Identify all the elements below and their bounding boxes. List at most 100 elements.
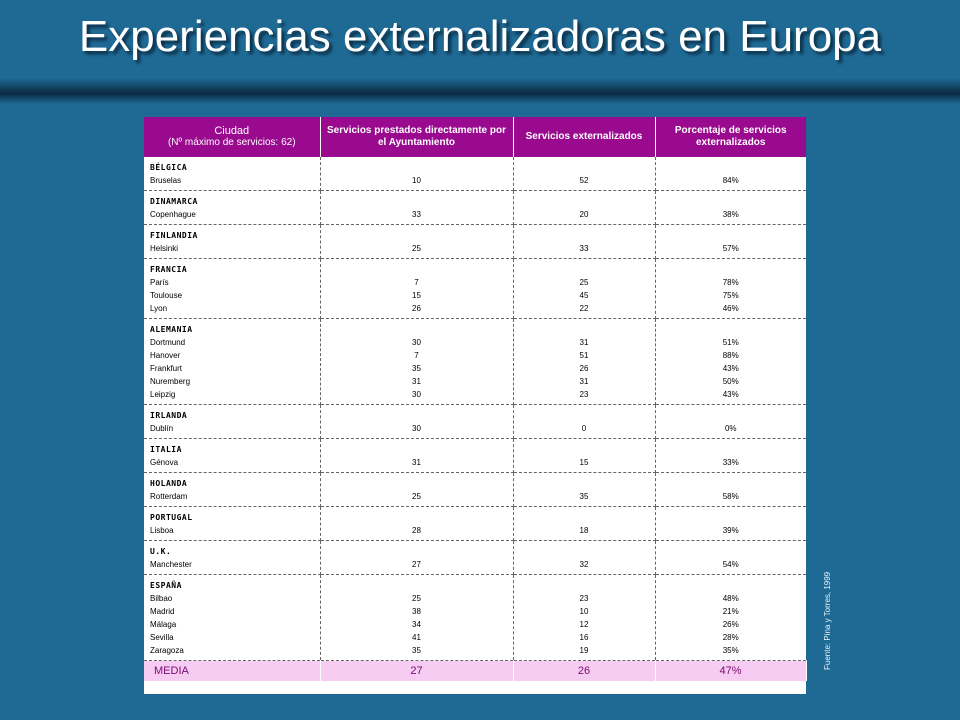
direct-services-value: 38	[412, 607, 421, 616]
direct-services-value: 33	[412, 210, 421, 219]
average-row: MEDIA 27 26 47%	[144, 660, 807, 681]
outsourced-services-value: 18	[579, 526, 589, 535]
country-cell: FRANCIA París Toulouse Lyon	[144, 258, 321, 319]
table-row: U.K. Manchester 27 32 54%	[144, 540, 806, 575]
outsourced-percentage-value: 88%	[722, 351, 739, 360]
data-table-sheet: Ciudad (Nº máximo de servicios: 62) Serv…	[144, 117, 807, 694]
country-name: ALEMANIA	[150, 325, 193, 334]
city-name: Toulouse	[150, 291, 183, 300]
direct-services-cell: 27	[320, 540, 514, 575]
outsourced-percentage-cell: 38%	[655, 190, 806, 225]
city-name: Lyon	[150, 304, 168, 313]
city-name: Helsinki	[150, 244, 179, 253]
outsourced-percentage-value: 43%	[722, 390, 739, 399]
outsourced-percentage-value: 39%	[722, 526, 739, 535]
table-row: IRLANDA Dublín 30 0 0%	[144, 404, 806, 439]
header-outsourced-percentage: Porcentaje de servicios externalizados	[655, 117, 806, 157]
outsourced-services-value: 51	[579, 351, 589, 360]
direct-services-value: 25	[412, 492, 421, 501]
outsourced-percentage-cell: 0%	[655, 404, 806, 439]
outsourced-services-cell: 0	[513, 404, 656, 439]
outsourced-services-value: 31	[579, 377, 589, 386]
outsourced-percentage-value: 38%	[722, 210, 739, 219]
outsourced-services-value: 12	[579, 620, 589, 629]
outsourced-percentage-cell: 39%	[655, 506, 806, 541]
country-name: U.K.	[150, 547, 172, 556]
outsourced-percentage-value: 21%	[722, 607, 739, 616]
outsourced-percentage-cell: 33%	[655, 438, 806, 473]
country-name: ITALIA	[150, 445, 182, 454]
city-name: Málaga	[150, 620, 177, 629]
city-name: Hanover	[150, 351, 181, 360]
outsourced-percentage-cell: 54%	[655, 540, 806, 575]
outsourced-services-value: 35	[579, 492, 589, 501]
direct-services-value: 7	[414, 351, 419, 360]
table-row: DINAMARCA Copenhague 33 20 38%	[144, 190, 806, 225]
direct-services-cell: 25 38 34 41 35	[320, 574, 514, 661]
outsourced-services-value: 45	[579, 291, 589, 300]
table-row: BÉLGICA Bruselas 10 52 84%	[144, 157, 806, 191]
outsourced-percentage-value: 54%	[722, 560, 739, 569]
outsourced-percentage-cell: 78% 75% 46%	[655, 258, 806, 319]
outsourced-services-cell: 15	[513, 438, 656, 473]
direct-services-cell: 25	[320, 224, 514, 259]
outsourced-percentage-value: 26%	[722, 620, 739, 629]
country-cell: IRLANDA Dublín	[144, 404, 321, 439]
outsourced-percentage-value: 46%	[722, 304, 739, 313]
outsourced-percentage-value: 78%	[722, 278, 739, 287]
outsourced-services-cell: 20	[513, 190, 656, 225]
outsourced-services-cell: 18	[513, 506, 656, 541]
city-name: Bruselas	[150, 176, 182, 185]
table-row: HOLANDA Rotterdam 25 35 58%	[144, 472, 806, 507]
table-row: ITALIA Génova 31 15 33%	[144, 438, 806, 473]
outsourced-services-value: 25	[579, 278, 589, 287]
average-direct: 27	[320, 660, 514, 681]
table-row: FRANCIA París Toulouse Lyon 7 15 26 25 45 22 78% 75…	[144, 258, 806, 319]
table-header-row: Ciudad (Nº máximo de servicios: 62) Serv…	[144, 117, 806, 157]
outsourced-percentage-value: 84%	[722, 176, 739, 185]
average-label: MEDIA	[144, 660, 321, 681]
outsourced-services-value: 16	[579, 633, 589, 642]
country-name: DINAMARCA	[150, 197, 198, 206]
country-cell: HOLANDA Rotterdam	[144, 472, 321, 507]
outsourced-services-value: 31	[579, 338, 589, 347]
direct-services-value: 30	[412, 424, 421, 433]
table-row: ESPAÑA Bilbao Madrid Málaga Sevilla Zaragoza 2…	[144, 574, 806, 661]
title-underline-bar	[0, 78, 960, 104]
outsourced-percentage-value: 51%	[722, 338, 739, 347]
city-name: Lisboa	[150, 526, 174, 535]
direct-services-value: 31	[412, 458, 421, 467]
direct-services-value: 10	[412, 176, 421, 185]
outsourced-services-value: 32	[579, 560, 589, 569]
outsourced-services-value: 0	[581, 424, 587, 433]
city-name: Copenhague	[150, 210, 196, 219]
country-cell: DINAMARCA Copenhague	[144, 190, 321, 225]
source-note: Fuente: Pina y Torres, 1999	[823, 571, 832, 670]
direct-services-value: 31	[412, 377, 421, 386]
country-cell: ALEMANIA Dortmund Hanover Frankfurt Nurember…	[144, 318, 321, 405]
outsourced-percentage-cell: 51% 88% 43% 50% 43%	[655, 318, 806, 405]
direct-services-value: 7	[414, 278, 419, 287]
outsourced-percentage-value: 33%	[722, 458, 739, 467]
country-cell: BÉLGICA Bruselas	[144, 157, 321, 191]
country-name: HOLANDA	[150, 479, 188, 488]
average-outsourced: 26	[513, 660, 656, 681]
city-name: Sevilla	[150, 633, 174, 642]
direct-services-value: 15	[412, 291, 421, 300]
country-cell: ESPAÑA Bilbao Madrid Málaga Sevilla Zaragoza	[144, 574, 321, 661]
slide-title: Experiencias externalizadoras en Europa	[78, 12, 882, 61]
outsourced-services-cell: 23 10 12 16 19	[513, 574, 656, 661]
outsourced-percentage-value: 0%	[724, 424, 737, 433]
outsourced-services-value: 22	[579, 304, 589, 313]
city-name: Nuremberg	[150, 377, 191, 386]
direct-services-cell: 25	[320, 472, 514, 507]
country-name: PORTUGAL	[150, 513, 193, 522]
country-name: ESPAÑA	[150, 581, 182, 590]
country-name: FRANCIA	[150, 265, 188, 274]
outsourced-percentage-cell: 58%	[655, 472, 806, 507]
country-cell: FINLANDIA Helsinki	[144, 224, 321, 259]
outsourced-services-value: 33	[579, 244, 589, 253]
city-name: Manchester	[150, 560, 192, 569]
direct-services-cell: 7 15 26	[320, 258, 514, 319]
direct-services-value: 26	[412, 304, 421, 313]
